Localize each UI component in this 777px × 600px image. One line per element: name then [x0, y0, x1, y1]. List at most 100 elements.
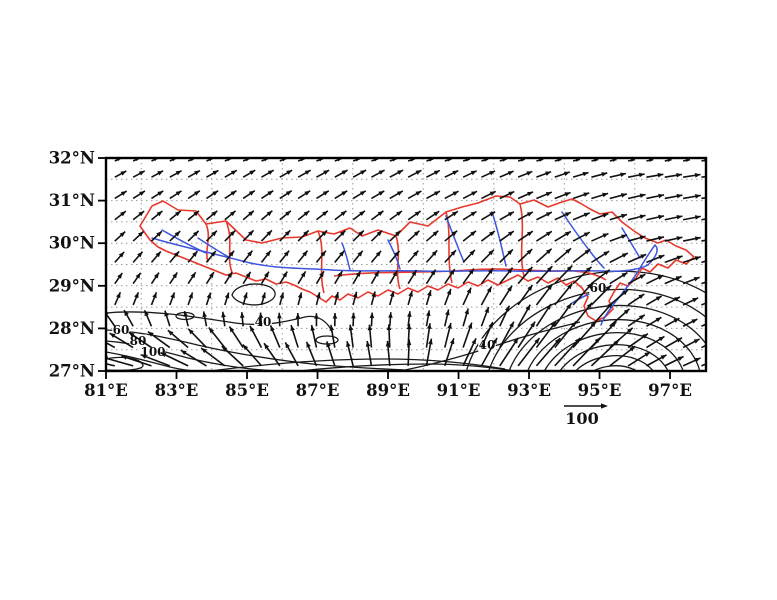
contour-label-halo	[112, 323, 130, 337]
wind-arrow-shaft	[701, 344, 706, 349]
wind-arrow-head	[264, 271, 269, 278]
wind-arrow-head	[428, 338, 433, 345]
wind-arrow-head	[554, 338, 561, 344]
wind-arrow-head	[465, 158, 470, 162]
wind-arrow-head	[711, 340, 717, 344]
wind-arrow-head	[639, 214, 646, 219]
wind-arrow-head	[297, 292, 303, 299]
wind-arrow-head	[590, 321, 597, 328]
wind-arrow-head	[507, 211, 514, 217]
x-axis-tick-label: 93°E	[507, 381, 551, 400]
wind-arrow-head	[712, 359, 718, 363]
wind-arrow-head	[658, 235, 664, 241]
wind-arrow-head	[575, 158, 580, 162]
wind-arrow-head	[117, 272, 123, 279]
wind-arrow-head	[676, 255, 683, 261]
wind-arrow-shaft	[499, 337, 519, 367]
wind-arrow-head	[685, 158, 690, 162]
contour-label-halo	[140, 345, 166, 359]
wind-arrow-head	[120, 191, 127, 196]
wind-arrow-head	[547, 284, 553, 291]
wind-arrow-head	[673, 296, 680, 302]
wind-arrow-head	[304, 170, 311, 175]
wind-arrow-head	[566, 265, 573, 272]
wind-arrow-head	[144, 310, 149, 317]
contour-line	[231, 283, 276, 306]
wind-arrow-head	[638, 172, 645, 178]
river-line	[341, 242, 351, 271]
wind-arrow-head	[285, 190, 292, 196]
wind-arrow-head	[658, 214, 664, 220]
wind-arrow-shaft	[535, 337, 561, 367]
wind-arrow-head	[564, 231, 571, 237]
wind-arrow-head	[285, 210, 291, 217]
wind-arrow-head	[432, 230, 439, 237]
reference-vector-label: 100	[565, 409, 598, 428]
y-axis-tick-label: 32°N	[49, 149, 95, 168]
wind-arrow-head	[676, 193, 683, 199]
wind-arrow-head	[249, 170, 256, 175]
wind-arrow-head	[675, 276, 682, 281]
wind-arrow-head	[642, 333, 648, 339]
wind-arrow-head	[183, 311, 189, 317]
wind-arrow-head	[484, 158, 489, 162]
wind-arrow-head	[230, 190, 237, 196]
wind-arrow-head	[564, 192, 571, 197]
wind-arrow-head	[395, 230, 401, 237]
wind-arrow-head	[128, 332, 135, 338]
wind-arrow-head	[694, 215, 701, 220]
wind-arrow-head	[447, 158, 452, 162]
wind-arrow-head	[329, 324, 335, 331]
y-axis-tick-label: 28°N	[49, 319, 95, 338]
wind-arrow-head	[394, 250, 400, 257]
wind-arrow-head	[413, 230, 420, 237]
wind-arrow-head	[621, 234, 628, 239]
wind-arrow-head	[484, 306, 489, 313]
x-axis-tick-label: 81°E	[84, 381, 128, 400]
wind-arrow-head	[694, 256, 701, 261]
wind-arrow-head	[224, 292, 230, 299]
wind-arrow-shaft	[701, 239, 706, 242]
wind-arrow-head	[116, 292, 121, 299]
wind-arrow-head	[586, 282, 593, 289]
wind-arrow-head	[489, 191, 496, 196]
wind-arrow-head	[190, 272, 196, 279]
wind-arrow-head	[346, 341, 351, 348]
wind-arrow-head	[583, 212, 590, 218]
contour-ring	[564, 355, 660, 371]
wind-arrow-shaft	[106, 312, 116, 327]
wind-arrow-head	[322, 190, 329, 196]
wind-arrow-head	[507, 249, 513, 256]
wind-arrow-head	[160, 352, 167, 358]
subbasin-divider	[333, 268, 607, 281]
wind-arrow-head	[109, 333, 116, 338]
reference-vector-head	[601, 403, 608, 409]
wind-arrow-head	[389, 291, 395, 298]
contour-ring	[461, 270, 706, 371]
wind-arrow-head	[155, 251, 161, 258]
axes: 81°E 83°E 85°E 87°E 89°E 91°E 93°E 95°E 97°E 27°N…	[49, 149, 708, 400]
wind-arrow-head	[713, 194, 719, 199]
wind-arrow-head	[655, 296, 662, 301]
wind-arrow-head	[657, 172, 664, 178]
wind-arrow-head	[392, 158, 397, 162]
wind-arrow-head	[332, 313, 338, 319]
river-line	[561, 211, 605, 269]
contour-ring	[503, 304, 706, 371]
wind-arrow-head	[470, 170, 477, 176]
wind-arrow-head	[365, 341, 371, 347]
wind-arrow-head	[378, 170, 385, 175]
wind-arrow-head	[306, 341, 311, 348]
wind-arrow-head	[709, 320, 715, 324]
wind-arrow-head	[486, 286, 492, 293]
wind-arrow-head	[157, 190, 164, 196]
wind-arrow-head	[192, 251, 198, 257]
wind-arrow-head	[180, 350, 187, 356]
wind-arrow-head	[621, 213, 627, 219]
wind-arrow-head	[693, 277, 700, 282]
wind-arrow-head	[230, 170, 237, 176]
wind-arrow-head	[360, 170, 367, 175]
river-line	[161, 229, 207, 254]
wind-arrow-head	[464, 308, 469, 315]
